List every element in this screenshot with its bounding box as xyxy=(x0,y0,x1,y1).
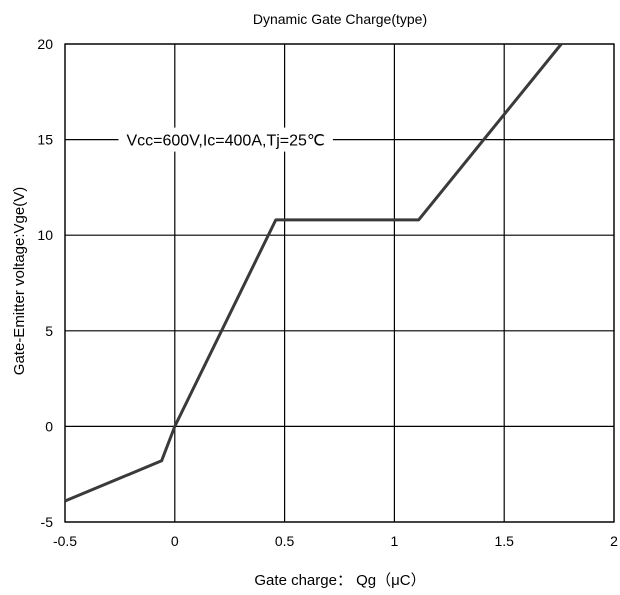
grid xyxy=(64,43,615,523)
series-line xyxy=(64,43,563,503)
plot-frame xyxy=(64,43,615,523)
y-tick-label: 15 xyxy=(37,132,53,148)
y-tick-labels: -5 0 5 10 15 20 xyxy=(37,36,53,530)
y-tick-label: -5 xyxy=(41,514,54,530)
x-tick-labels: -0.5 0 0.5 1 1.5 2 xyxy=(53,533,618,549)
chart-title: Dynamic Gate Charge(type) xyxy=(253,11,427,27)
x-axis-label: Gate charge： Qg（μC） xyxy=(254,572,425,589)
x-tick-label: 1 xyxy=(391,533,399,549)
y-axis-label: Gate-Emitter voltage:Vge(V) xyxy=(11,187,28,375)
x-tick-label: -0.5 xyxy=(53,533,77,549)
conditions-annotation: Vcc=600V,Ic=400A,Tj=25℃ xyxy=(126,133,324,150)
x-tick-label: 0.5 xyxy=(275,533,295,549)
y-tick-label: 0 xyxy=(45,418,53,434)
x-tick-label: 0 xyxy=(171,533,179,549)
y-tick-label: 20 xyxy=(37,36,53,52)
x-tick-label: 2 xyxy=(610,533,618,549)
y-tick-label: 10 xyxy=(37,227,53,243)
annotation-background xyxy=(118,127,333,152)
x-tick-label: 1.5 xyxy=(494,533,514,549)
annotation-group: Vcc=600V,Ic=400A,Tj=25℃ xyxy=(118,127,333,152)
y-tick-label: 5 xyxy=(45,323,53,339)
